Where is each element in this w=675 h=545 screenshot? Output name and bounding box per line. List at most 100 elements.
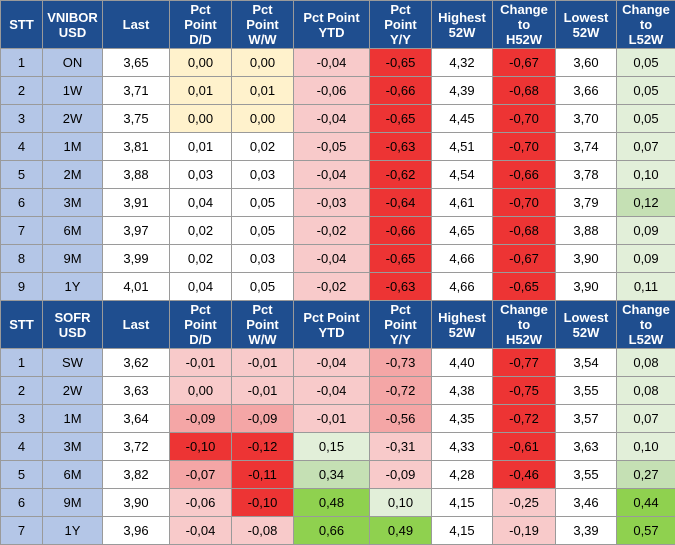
cell-ww: -0,12: [232, 433, 294, 461]
cell-stt: 5: [1, 461, 43, 489]
cell-h52: 4,65: [432, 217, 493, 245]
cell-ww: 0,05: [232, 273, 294, 301]
cell-dd: -0,06: [170, 489, 232, 517]
cell-l52: 3,54: [556, 349, 617, 377]
cell-dd: 0,00: [170, 49, 232, 77]
column-header: Lowest 52W: [556, 301, 617, 349]
column-header: Change to L52W: [617, 301, 675, 349]
cell-ch: -0,25: [493, 489, 556, 517]
cell-l52: 3,90: [556, 273, 617, 301]
cell-cl: 0,09: [617, 245, 675, 273]
cell-last: 3,88: [103, 161, 170, 189]
column-header: Pct Point YTD: [294, 301, 370, 349]
cell-ww: 0,03: [232, 161, 294, 189]
cell-ch: -0,68: [493, 217, 556, 245]
column-header: SOFR USD: [43, 301, 103, 349]
cell-yy: -0,65: [370, 105, 432, 133]
cell-last: 3,91: [103, 189, 170, 217]
cell-yy: -0,64: [370, 189, 432, 217]
cell-yy: -0,09: [370, 461, 432, 489]
cell-ytd: -0,03: [294, 189, 370, 217]
cell-ch: -0,65: [493, 273, 556, 301]
cell-stt: 1: [1, 349, 43, 377]
column-header: Lowest 52W: [556, 1, 617, 49]
cell-ytd: -0,02: [294, 217, 370, 245]
column-header: Last: [103, 301, 170, 349]
cell-cl: 0,09: [617, 217, 675, 245]
cell-yy: -0,65: [370, 49, 432, 77]
cell-ch: -0,70: [493, 133, 556, 161]
cell-dd: 0,02: [170, 245, 232, 273]
cell-ww: 0,02: [232, 133, 294, 161]
cell-term: 3M: [43, 189, 103, 217]
column-header: STT: [1, 1, 43, 49]
cell-cl: 0,11: [617, 273, 675, 301]
cell-cl: 0,07: [617, 405, 675, 433]
cell-dd: -0,10: [170, 433, 232, 461]
cell-yy: -0,73: [370, 349, 432, 377]
cell-term: 9M: [43, 489, 103, 517]
cell-h52: 4,35: [432, 405, 493, 433]
cell-term: 1M: [43, 405, 103, 433]
cell-stt: 3: [1, 405, 43, 433]
cell-ww: 0,05: [232, 217, 294, 245]
cell-ch: -0,77: [493, 349, 556, 377]
cell-stt: 6: [1, 489, 43, 517]
cell-yy: -0,66: [370, 217, 432, 245]
cell-yy: -0,31: [370, 433, 432, 461]
cell-term: 1W: [43, 77, 103, 105]
cell-ytd: -0,04: [294, 105, 370, 133]
cell-h52: 4,40: [432, 349, 493, 377]
cell-term: 6M: [43, 217, 103, 245]
cell-ytd: -0,01: [294, 405, 370, 433]
column-header: Highest 52W: [432, 1, 493, 49]
cell-yy: -0,63: [370, 133, 432, 161]
cell-stt: 8: [1, 245, 43, 273]
cell-h52: 4,33: [432, 433, 493, 461]
cell-ww: -0,09: [232, 405, 294, 433]
cell-h52: 4,45: [432, 105, 493, 133]
cell-yy: -0,63: [370, 273, 432, 301]
cell-ww: 0,00: [232, 105, 294, 133]
cell-term: 1M: [43, 133, 103, 161]
cell-dd: 0,03: [170, 161, 232, 189]
cell-stt: 4: [1, 433, 43, 461]
cell-stt: 5: [1, 161, 43, 189]
column-header: Pct Point W/W: [232, 301, 294, 349]
column-header: Pct Point YTD: [294, 1, 370, 49]
cell-yy: -0,66: [370, 77, 432, 105]
cell-ytd: -0,02: [294, 273, 370, 301]
cell-stt: 7: [1, 217, 43, 245]
cell-l52: 3,60: [556, 49, 617, 77]
cell-ytd: -0,04: [294, 161, 370, 189]
column-header: Pct Point D/D: [170, 301, 232, 349]
cell-stt: 2: [1, 377, 43, 405]
column-header: Change to L52W: [617, 1, 675, 49]
cell-cl: 0,27: [617, 461, 675, 489]
cell-last: 3,63: [103, 377, 170, 405]
cell-term: 2W: [43, 105, 103, 133]
column-header: Pct Point Y/Y: [370, 1, 432, 49]
cell-term: 3M: [43, 433, 103, 461]
cell-ytd: -0,06: [294, 77, 370, 105]
cell-ch: -0,67: [493, 49, 556, 77]
cell-dd: 0,01: [170, 77, 232, 105]
cell-l52: 3,55: [556, 377, 617, 405]
cell-cl: 0,05: [617, 49, 675, 77]
cell-l52: 3,78: [556, 161, 617, 189]
cell-h52: 4,38: [432, 377, 493, 405]
column-header: STT: [1, 301, 43, 349]
cell-term: 9M: [43, 245, 103, 273]
column-header: Change to H52W: [493, 301, 556, 349]
cell-term: ON: [43, 49, 103, 77]
cell-dd: -0,01: [170, 349, 232, 377]
cell-stt: 3: [1, 105, 43, 133]
cell-ch: -0,67: [493, 245, 556, 273]
